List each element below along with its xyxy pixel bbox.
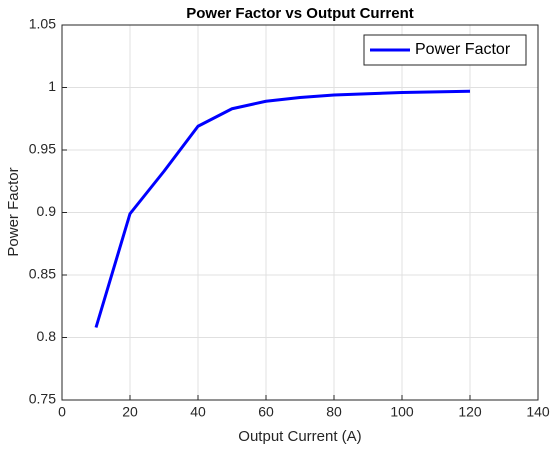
y-tick-label: 1 <box>48 78 56 94</box>
data-line <box>94 89 471 328</box>
x-tick-label: 100 <box>390 404 414 420</box>
x-tick-label: 20 <box>122 404 138 420</box>
y-tick-label: 0.9 <box>37 203 57 219</box>
legend-label: Power Factor <box>415 41 511 58</box>
y-axis-label: Power Factor <box>5 167 22 256</box>
x-tick-label: 120 <box>458 404 482 420</box>
y-tick-label: 0.8 <box>37 328 57 344</box>
x-tick-label: 60 <box>258 404 274 420</box>
y-tick-label: 0.75 <box>29 391 56 407</box>
plot-frame <box>61 24 539 401</box>
x-tick-label: 0 <box>58 404 66 420</box>
y-tick-label: 0.85 <box>29 266 56 282</box>
y-tick-label: 0.95 <box>29 141 56 157</box>
chart-title: Power Factor vs Output Current <box>186 5 414 22</box>
x-tick-label: 140 <box>526 404 550 420</box>
x-tick-label: 80 <box>326 404 342 420</box>
y-tick-label: 1.05 <box>29 16 56 32</box>
x-tick-label: 40 <box>190 404 206 420</box>
x-axis-label: Output Current (A) <box>238 428 361 445</box>
